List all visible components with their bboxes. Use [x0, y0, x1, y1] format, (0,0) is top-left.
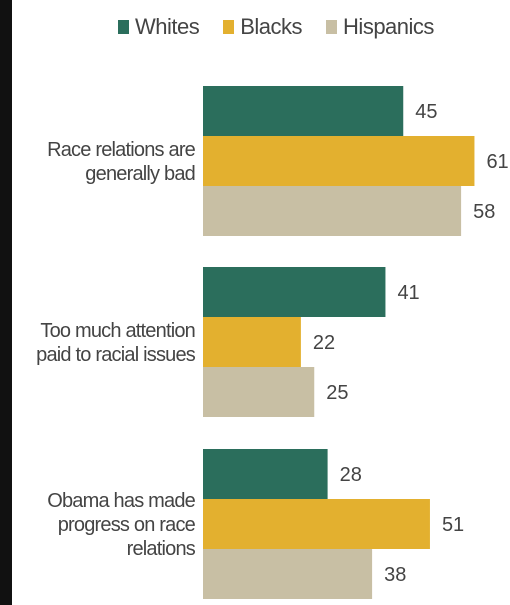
legend-item-blacks: Blacks [223, 14, 303, 40]
legend-label-blacks: Blacks [240, 14, 303, 39]
value-label-blacks-too-much-attention-paid-to-racial-issues: 22 [313, 332, 335, 354]
bar-blacks-too-much-attention-paid-to-racial-issues [203, 317, 301, 367]
value-label-hispanics-race-relations-are-generally-bad: 58 [473, 201, 495, 223]
category-label-race-relations-are-generally-bad: Race relations are generally bad [47, 139, 196, 185]
legend-swatch-blacks [223, 20, 235, 34]
category-label-line: relations [127, 538, 196, 560]
category-label-line: paid to racial issues [36, 344, 196, 366]
legend-label-whites: Whites [135, 14, 200, 39]
category-label-line: Race relations are [47, 139, 196, 161]
bar-whites-race-relations-are-generally-bad [203, 86, 404, 136]
legend-item-whites: Whites [118, 14, 200, 40]
left-border [0, 0, 12, 605]
bar-hispanics-race-relations-are-generally-bad [203, 186, 462, 236]
category-label-too-much-attention-paid-to-racial-issues: Too much attention paid to racial issues [36, 320, 196, 366]
value-label-hispanics-too-much-attention-paid-to-racial-issues: 25 [326, 382, 348, 404]
value-label-blacks-obama-has-made-progress-on-race-relations: 51 [442, 514, 464, 536]
bar-blacks-obama-has-made-progress-on-race-relations [203, 499, 430, 549]
category-label-line: progress on race [58, 514, 196, 536]
bar-hispanics-too-much-attention-paid-to-racial-issues [203, 367, 315, 417]
bar-hispanics-obama-has-made-progress-on-race-relations [203, 549, 373, 599]
legend-swatch-whites [118, 20, 129, 34]
legend-swatch-hispanics [326, 20, 338, 34]
bar-whites-obama-has-made-progress-on-race-relations [203, 449, 328, 499]
value-label-whites-race-relations-are-generally-bad: 45 [415, 101, 437, 123]
legend: Whites Blacks Hispanics [118, 14, 434, 40]
legend-item-hispanics: Hispanics [326, 14, 434, 40]
value-label-blacks-race-relations-are-generally-bad: 61 [486, 151, 508, 173]
category-label-line: Too much attention [40, 320, 195, 342]
value-label-whites-obama-has-made-progress-on-race-relations: 28 [340, 464, 362, 486]
value-label-hispanics-obama-has-made-progress-on-race-relations: 38 [384, 564, 406, 586]
category-label-line: generally bad [85, 163, 195, 185]
bar-whites-too-much-attention-paid-to-racial-issues [203, 267, 386, 317]
value-label-whites-too-much-attention-paid-to-racial-issues: 41 [397, 282, 419, 304]
legend-label-hispanics: Hispanics [343, 14, 434, 39]
category-label-obama-has-made-progress-on-race-relations: Obama has made progress on race relations [47, 490, 196, 560]
bar-blacks-race-relations-are-generally-bad [203, 136, 475, 186]
category-label-line: Obama has made [47, 490, 195, 512]
